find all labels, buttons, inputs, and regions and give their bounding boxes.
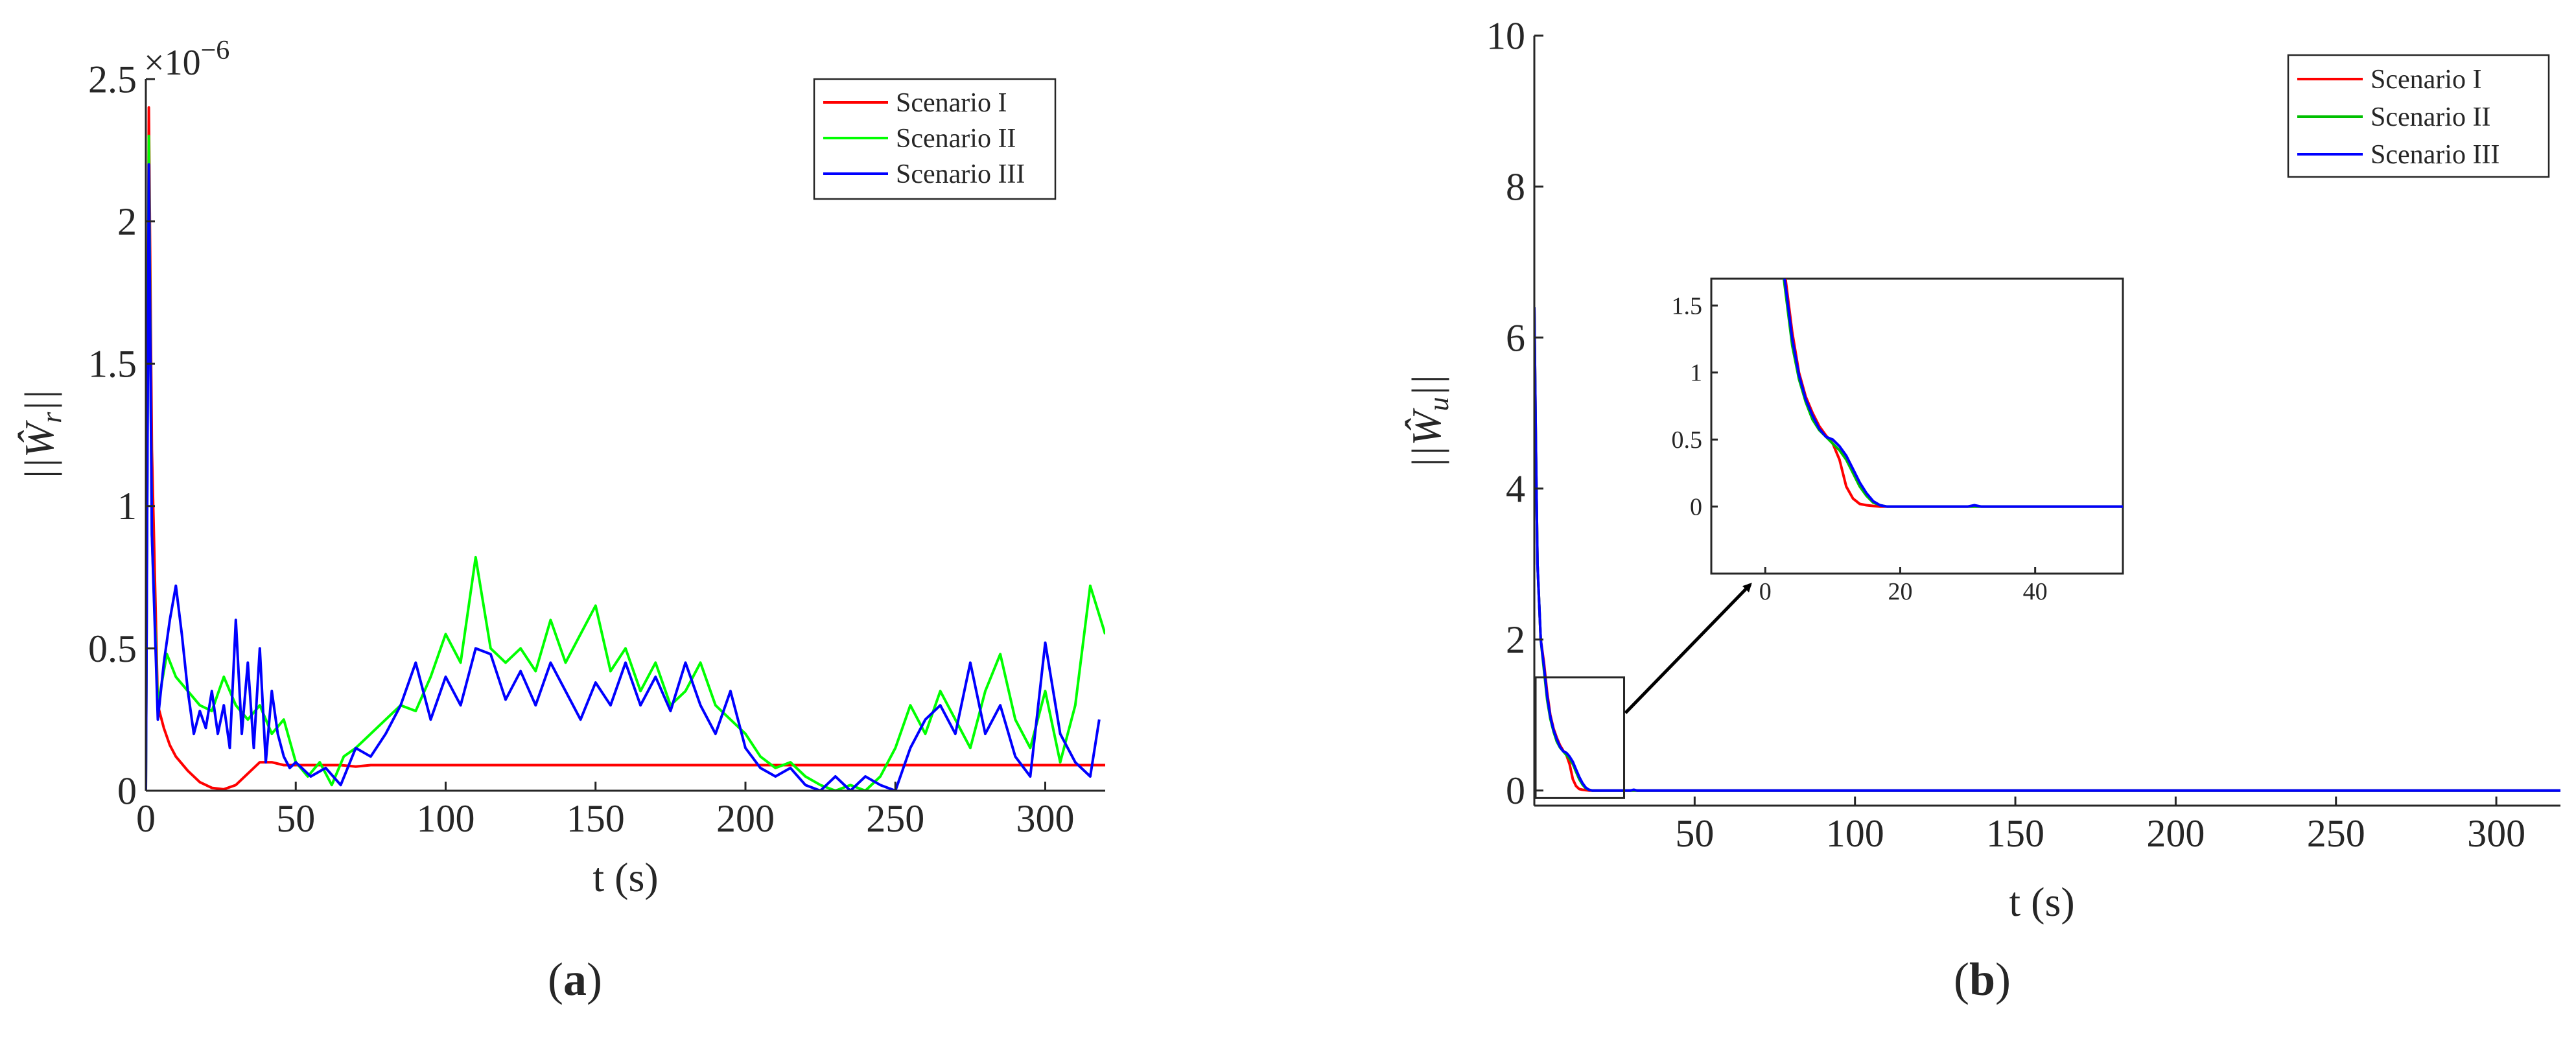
a-x-tick-label: 50 (276, 797, 315, 840)
a-y-tick-label: 0.5 (88, 627, 137, 670)
inset-y-tick-label: 0 (1690, 494, 1702, 521)
a-x-tick-label: 150 (567, 797, 625, 840)
y-label-end-a: || (16, 390, 62, 412)
b-x-tick-label: 200 (2146, 812, 2205, 855)
caption-a-close: ) (587, 953, 602, 1005)
inset-y-tick-label: 1 (1690, 360, 1702, 387)
a-x-tick-label: 0 (136, 797, 156, 840)
y-label-sub-b: u (1423, 397, 1455, 411)
b-y-tick-label: 4 (1506, 467, 1525, 510)
legend-label-scenario-2-b: Scenario II (2371, 102, 2490, 132)
caption-b-open: ( (1954, 953, 1969, 1005)
y-scale-base-a: ×10 (144, 43, 201, 83)
caption-b-close: ) (1995, 953, 2011, 1005)
legend-label-scenario-3-b: Scenario III (2371, 140, 2500, 170)
legend-label-scenario-3-a: Scenario III (896, 159, 1025, 189)
legend-a: Scenario I Scenario II Scenario III (814, 79, 1055, 199)
b-y-tick-label: 0 (1506, 769, 1525, 812)
a-x-tick-label: 200 (716, 797, 775, 840)
inset-x-tick-label: 20 (1888, 578, 1912, 605)
a-x-tick-label: 250 (866, 797, 924, 840)
a-y-tick-label: 0 (117, 769, 137, 812)
b-x-tick-label: 100 (1826, 812, 1884, 855)
y-label-end-b: || (1403, 374, 1449, 397)
b-x-tick-label: 250 (2307, 812, 2365, 855)
legend-label-scenario-1-a: Scenario I (896, 88, 1007, 118)
a-y-tick-label: 1 (117, 485, 137, 528)
b-y-tick-label: 6 (1506, 316, 1525, 359)
caption-b: (b) (1954, 953, 2011, 1005)
a-x-tick-label: 300 (1016, 797, 1075, 840)
inset-y-tick-label: 0.5 (1672, 426, 1703, 454)
y-axis-label-a: ||Ŵr|| (16, 390, 67, 481)
y-scale-factor-a: ×10−6 (144, 36, 229, 83)
y-label-sub-a: r (36, 412, 67, 423)
caption-b-letter: b (1969, 953, 1995, 1005)
caption-a: (a) (548, 953, 602, 1005)
b-y-tick-label: 8 (1506, 165, 1525, 208)
a-y-tick-label: 2.5 (88, 58, 137, 100)
a-y-tick-label: 2 (117, 200, 137, 243)
a-x-tick-label: 100 (417, 797, 475, 840)
y-label-main-b: ||Ŵ (1403, 408, 1449, 469)
b-x-tick-label: 50 (1675, 812, 1714, 855)
caption-a-letter: a (563, 953, 587, 1005)
y-axis-label-b: ||Ŵu|| (1403, 374, 1455, 469)
legend-label-scenario-2-a: Scenario II (896, 124, 1016, 154)
legend-b: Scenario I Scenario II Scenario III (2288, 55, 2549, 177)
b-y-tick-label: 10 (1486, 14, 1525, 57)
x-axis-label-a: t (s) (592, 854, 658, 900)
b-y-tick-label: 2 (1506, 618, 1525, 661)
x-axis-label-b: t (s) (2009, 879, 2074, 925)
inset-x-tick-label: 40 (2023, 578, 2048, 605)
legend-label-scenario-1-b: Scenario I (2371, 65, 2481, 95)
inset-x-tick-label: 0 (1759, 578, 1772, 605)
inset-y-tick-label: 1.5 (1672, 292, 1703, 320)
b-x-tick-label: 150 (1986, 812, 2044, 855)
panel-a: 0 50 100 150 200 250 300 0 0.5 1 1.5 2 2.5 ×10−6 t … (16, 36, 1105, 1005)
y-label-main-a: ||Ŵ (16, 419, 62, 480)
caption-a-open: ( (548, 953, 563, 1005)
inset-frame (1711, 279, 2123, 574)
y-scale-exp-a: −6 (201, 36, 230, 65)
b-x-tick-label: 300 (2467, 812, 2525, 855)
a-y-tick-label: 1.5 (88, 343, 137, 386)
